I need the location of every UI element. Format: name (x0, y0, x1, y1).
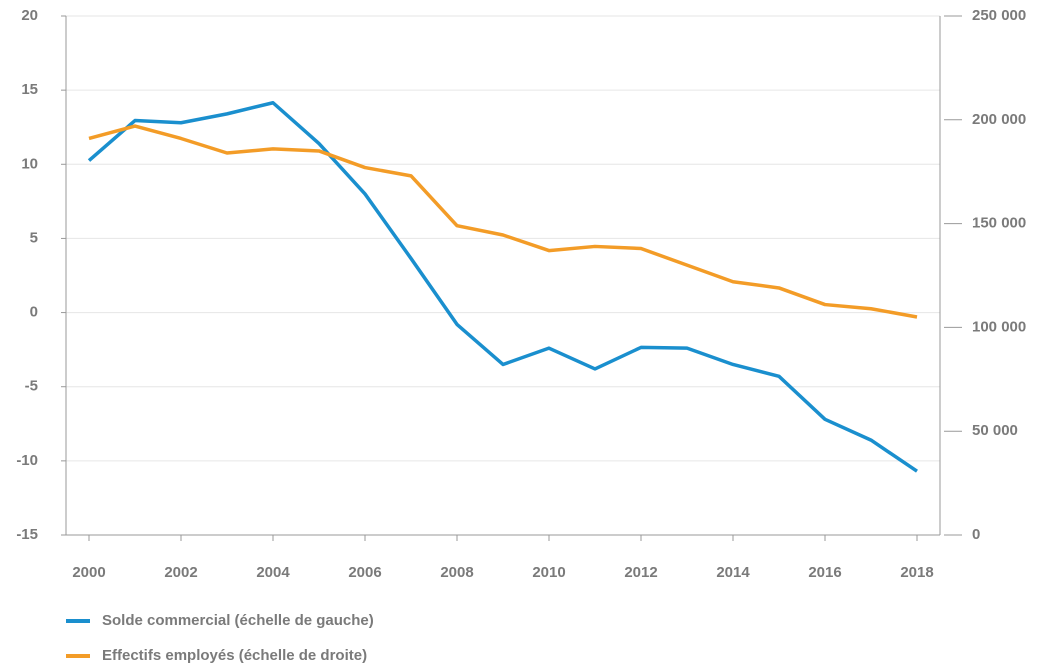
x-tick-label: 2012 (624, 564, 657, 581)
x-tick-label: 2002 (164, 564, 197, 581)
y-tick-label: 10 (21, 155, 38, 172)
y2-tick-label: 100 000 (972, 318, 1026, 335)
series-line (87, 100, 918, 473)
y-tick-label: -15 (16, 526, 38, 543)
y2-tick-label: 150 000 (972, 215, 1026, 232)
y2-tick-label: 200 000 (972, 111, 1026, 128)
x-tick-label: 2016 (808, 564, 841, 581)
x-tick-label: 2004 (256, 564, 290, 581)
x-tick-label: 2008 (440, 564, 473, 581)
y2-tick-label: 0 (972, 526, 980, 543)
y-tick-label: 20 (21, 7, 38, 24)
x-tick-label: 2014 (716, 564, 750, 581)
x-tick-label: 2018 (900, 564, 933, 581)
y2-tick-label: 250 000 (972, 7, 1026, 24)
y-tick-label: 15 (21, 81, 38, 98)
legend-label: Effectifs employés (échelle de droite) (102, 647, 367, 664)
x-tick-label: 2000 (72, 564, 105, 581)
x-tick-label: 2010 (532, 564, 565, 581)
y2-tick-label: 50 000 (972, 422, 1018, 439)
x-tick-label: 2006 (348, 564, 381, 581)
series-line (88, 124, 918, 319)
y-tick-label: 5 (30, 229, 38, 246)
legend-label: Solde commercial (échelle de gauche) (102, 612, 374, 629)
y-tick-label: -5 (25, 378, 38, 395)
y-tick-label: 0 (30, 304, 38, 321)
y-tick-label: -10 (16, 452, 38, 469)
